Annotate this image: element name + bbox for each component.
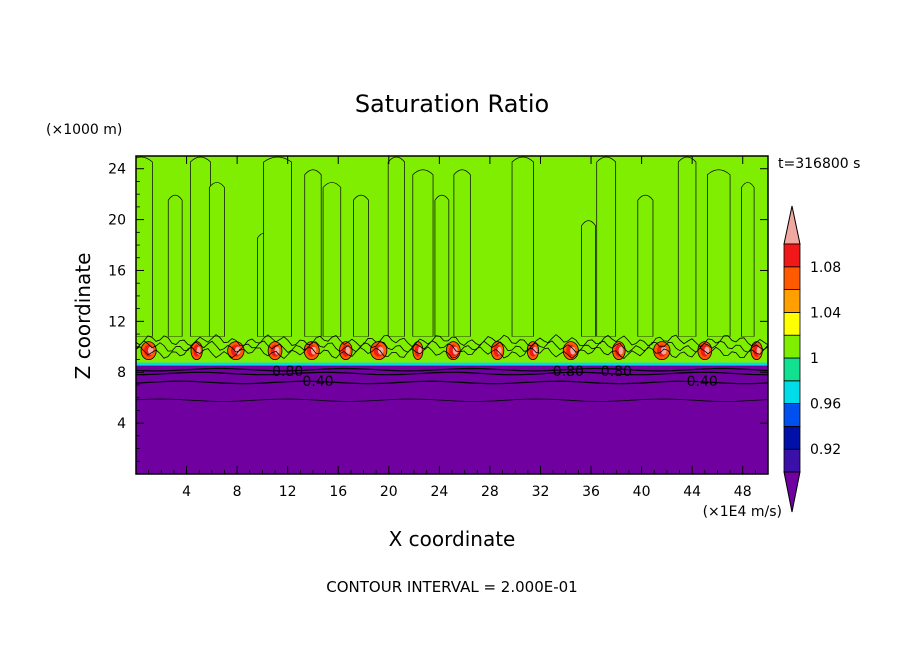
contour-label-4: 0.80	[601, 364, 632, 380]
y-unit-label: (×1000 m)	[46, 122, 122, 138]
colorbar-label-0: 0.92	[810, 442, 841, 458]
moist-plume-13	[453, 169, 471, 337]
x-tick-label-4: 4	[182, 484, 191, 500]
moist-plume-9	[353, 194, 369, 337]
contour-line-2	[136, 371, 768, 376]
supersaturated-pocket-3	[227, 341, 245, 361]
colorbar-box-10	[783, 243, 801, 268]
supersaturated-pocket-4	[267, 341, 283, 361]
x-tick-label-32: 32	[532, 484, 550, 500]
supersaturated-pocket-5	[303, 341, 320, 361]
colorbar-box-1	[783, 448, 801, 473]
y-tick-label-24: 24	[108, 162, 126, 178]
x-tick-label-24: 24	[430, 484, 448, 500]
moist-plume-6	[263, 156, 292, 337]
moist-plume-7	[304, 169, 322, 337]
x-tick-label-28: 28	[481, 484, 499, 500]
x-tick-label-8: 8	[233, 484, 242, 500]
moist-plume-17	[637, 194, 654, 337]
contour-label-3: 0.80	[553, 364, 584, 380]
cloud-base-contours	[136, 334, 768, 360]
colorbar-label-4: 1.08	[810, 260, 841, 276]
supersaturated-pocket-2	[190, 341, 203, 361]
x-axis-label: X coordinate	[389, 527, 516, 551]
moist-plume-12	[434, 194, 450, 337]
x-tick-label-48: 48	[734, 484, 752, 500]
colorbar-under-arrow	[783, 471, 801, 513]
contour-labels: 0.800.400.80 0.800.40	[272, 364, 718, 390]
supersaturated-pocket-15	[697, 341, 713, 361]
contour-label-2: 0.40	[302, 374, 333, 390]
y-tick-label-20: 20	[108, 213, 126, 229]
y-axis-label: Z coordinate	[71, 253, 95, 380]
transition-band	[136, 362, 768, 366]
x-tick-label-16: 16	[329, 484, 347, 500]
colorbar-box-5	[783, 357, 801, 382]
x-tick-label-20: 20	[380, 484, 398, 500]
colorbar-box-6	[783, 334, 801, 359]
contour-line-1	[136, 367, 768, 372]
contour-line-4	[136, 398, 768, 402]
x-unit-label: (×1E4 m/s)	[703, 504, 782, 520]
x-tick-label-36: 36	[582, 484, 600, 500]
plot-area	[136, 156, 768, 474]
moist-plume-20	[741, 182, 755, 337]
time-label: t=316800 s	[778, 156, 860, 172]
supersaturated-pocket-7	[370, 341, 388, 361]
chart-title: Saturation Ratio	[355, 90, 549, 118]
moist-plume-19	[706, 169, 731, 337]
colorbar-box-7	[783, 311, 801, 336]
colorbar-box-8	[783, 289, 801, 313]
contour-line-3	[136, 380, 768, 385]
supersaturated-pocket-12	[562, 341, 579, 361]
contour-label-5: 0.40	[687, 374, 718, 390]
moist-plume-16	[596, 156, 617, 337]
colorbar-box-4	[783, 380, 801, 404]
moist-plume-3	[190, 156, 211, 337]
contour-label-1: 0.80	[272, 364, 303, 380]
x-tick-label-40: 40	[633, 484, 651, 500]
moist-plume-8	[322, 182, 342, 337]
colorbar-label-2: 1	[810, 351, 819, 367]
moist-plume-1	[136, 156, 153, 337]
supersaturated-pocket-14	[653, 341, 671, 361]
colorbar-over-arrow	[783, 205, 801, 245]
x-tick-label-44: 44	[683, 484, 701, 500]
supersaturated-pocket-11	[526, 341, 539, 361]
contour-interval-note: CONTOUR INTERVAL = 2.000E-01	[326, 578, 577, 596]
moist-plume-14	[511, 156, 534, 337]
moist-plume-4	[208, 182, 225, 337]
y-tick-label-16: 16	[108, 263, 126, 279]
x-tick-label-12: 12	[279, 484, 297, 500]
colorbar: 0.92 0.96 1 1.04 1.08	[783, 205, 841, 513]
moist-plume-2	[167, 194, 183, 337]
moist-plume-18	[677, 156, 697, 337]
moist-plume-11	[412, 169, 434, 337]
supersaturated-pocket-13	[612, 341, 626, 361]
moist-plume-15	[581, 220, 596, 337]
colorbar-label-1: 0.96	[810, 397, 841, 413]
colorbar-label-3: 1.04	[810, 305, 841, 321]
y-axis: 4 8 12 16 20 24	[108, 162, 768, 462]
colorbar-box-3	[783, 403, 801, 427]
moist-plume-10	[387, 156, 405, 337]
x-axis: 4 8 12 16 20 24 28 32 36 40 44 48	[148, 156, 756, 500]
dry-lower-layer	[136, 364, 768, 474]
colorbar-box-2	[783, 425, 801, 450]
y-tick-label-4: 4	[117, 416, 126, 432]
y-tick-label-12: 12	[108, 314, 126, 330]
colorbar-box-9	[783, 266, 801, 290]
y-tick-label-8: 8	[117, 365, 126, 381]
